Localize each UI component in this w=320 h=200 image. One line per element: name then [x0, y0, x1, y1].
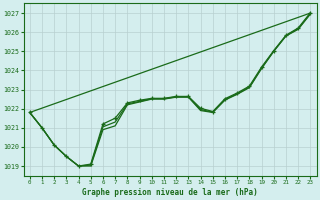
X-axis label: Graphe pression niveau de la mer (hPa): Graphe pression niveau de la mer (hPa)	[82, 188, 258, 197]
